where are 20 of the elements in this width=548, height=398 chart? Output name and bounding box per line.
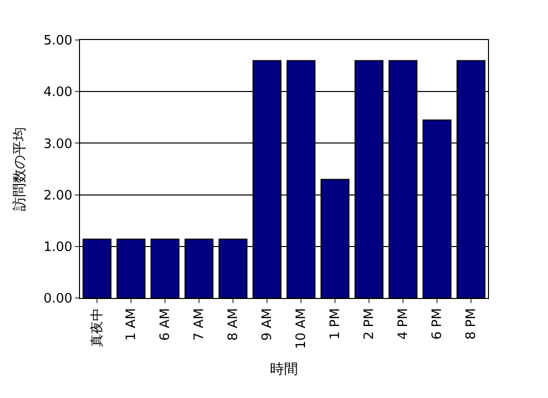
y-tick-label: 3.00 bbox=[43, 136, 72, 152]
x-tick-label: 6 AM bbox=[158, 308, 174, 341]
y-tick-label: 1.00 bbox=[43, 240, 72, 255]
y-tick-label: 5.00 bbox=[43, 34, 72, 49]
x-tick-label: 真夜中 bbox=[89, 308, 106, 348]
x-tick-label: 6 PM bbox=[430, 308, 446, 340]
x-tick-label: 8 AM bbox=[226, 308, 242, 341]
x-tick-label: 4 PM bbox=[396, 308, 412, 340]
y-tick-label: 2.00 bbox=[43, 188, 72, 204]
x-tick-label: 10 AM bbox=[294, 308, 310, 349]
x-tick-label: 1 AM bbox=[124, 308, 140, 341]
x-tick-label: 9 AM bbox=[260, 308, 276, 341]
x-tick-label: 1 PM bbox=[328, 308, 344, 340]
x-tick-label: 2 PM bbox=[362, 308, 378, 340]
x-axis-title: 時間 bbox=[270, 361, 298, 378]
y-axis-title: 訪問数の平均 bbox=[12, 127, 28, 211]
x-tick-label: 7 AM bbox=[192, 308, 208, 341]
x-tick-label: 8 PM bbox=[464, 308, 480, 340]
y-tick-label: 4.00 bbox=[43, 85, 72, 100]
y-tick-label: 0.00 bbox=[43, 292, 72, 307]
